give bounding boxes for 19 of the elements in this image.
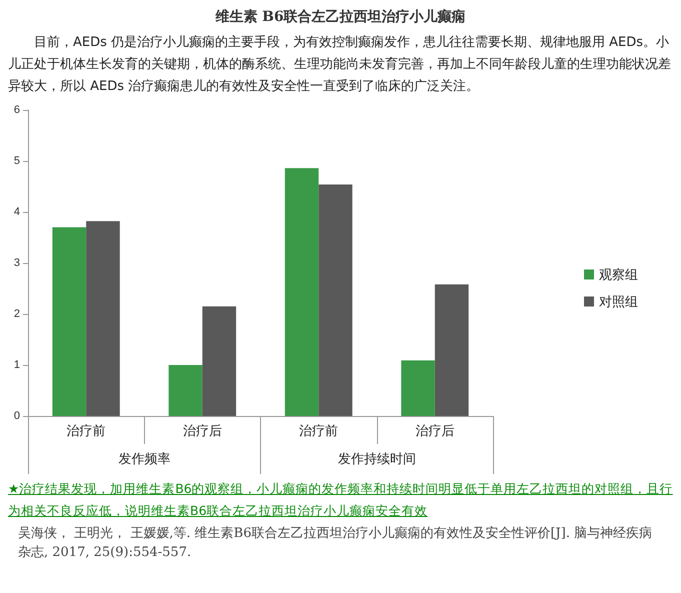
legend-label: 观察组	[599, 267, 638, 282]
legend-label: 对照组	[599, 294, 638, 309]
text: 发作频率	[118, 451, 170, 466]
y-tick-label: 6	[14, 104, 20, 116]
text: 吴海侠， 王明光， 王媛媛,等. 维生素B6联合左乙拉西坦治疗小儿癫痫的有效性及安全性评价[J]. 脑与神经疾病杂志, 2017, 25(9):554-557.	[17, 525, 654, 562]
text: 发作持续时间	[338, 451, 416, 466]
y-tick-label: 5	[14, 155, 20, 167]
y-tick-label: 1	[14, 359, 20, 371]
x-tick-label: 治疗前	[299, 423, 338, 438]
y-tick-label: 4	[14, 206, 20, 218]
chart-subtitle: 目前，AEDs 仍是治疗小儿癫痫的主要手段，为有效控制癫痫发作，患儿往往需要长期、规律地服用 AEDs。小儿正处于机体生长发育的关键期，机体的酶系统、生理功能尚未发育完善，再加上不同年龄段儿童的生理功能状况差异较大，所以 AEDs 治疗癫痫患儿的有效性及安全性一直受到了临床的广泛关注。	[8, 34, 672, 96]
text: ★治疗结果发现，加用维生素B6的观察组，小儿癫痫的发作频率和持续时间明显低于单用左乙拉西坦的对照组，且行为相关不良反应低，说明维生素B6联合左乙拉西坦治疗小儿癫痫安全有效	[8, 480, 673, 520]
y-tick-label: 0	[14, 410, 20, 422]
y-tick-label: 3	[14, 257, 20, 269]
chart-title: 维生素 B6联合左乙拉西坦治疗小儿癫痫	[214, 8, 467, 26]
x-tick-label: 治疗前	[66, 423, 106, 438]
y-tick-label: 2	[14, 308, 20, 320]
x-tick-label: 治疗后	[415, 423, 454, 438]
x-tick-label: 治疗后	[182, 423, 222, 438]
